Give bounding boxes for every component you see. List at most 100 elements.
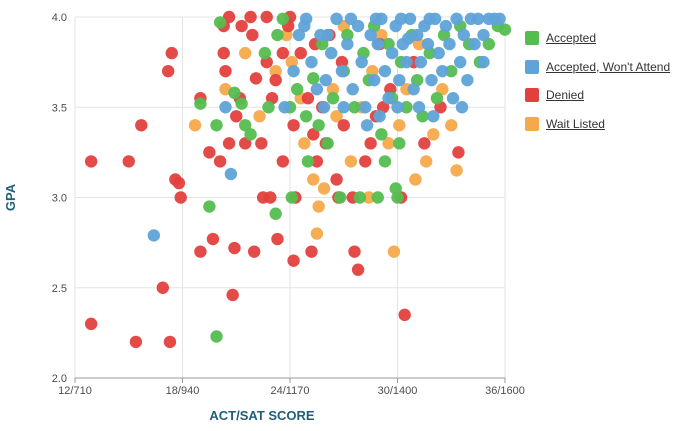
data-point — [423, 12, 436, 26]
data-point — [445, 119, 458, 132]
data-point — [217, 46, 230, 60]
data-point — [235, 97, 248, 110]
data-point — [276, 12, 290, 26]
data-point — [430, 92, 444, 105]
data-point — [364, 28, 377, 42]
data-point — [418, 137, 431, 150]
data-point — [135, 119, 148, 132]
data-point — [228, 86, 241, 100]
data-point — [294, 46, 307, 60]
data-point — [156, 281, 169, 294]
legend-item[interactable]: Accepted — [525, 30, 680, 46]
data-point — [255, 137, 268, 150]
data-point — [378, 64, 392, 78]
data-points — [84, 10, 512, 349]
data-point — [84, 317, 98, 331]
data-point — [249, 72, 263, 85]
data-point — [224, 167, 238, 181]
data-point — [285, 191, 298, 204]
data-point — [436, 83, 449, 96]
data-point — [147, 229, 161, 242]
legend-swatch — [525, 59, 539, 74]
y-tick-label: 4.0 — [52, 12, 67, 24]
y-tick-label: 3.5 — [52, 102, 67, 114]
data-point — [298, 137, 311, 150]
data-point — [194, 245, 207, 258]
data-point — [326, 92, 340, 105]
x-tick-label: 30/1400 — [378, 385, 418, 397]
legend-swatch — [525, 116, 539, 131]
data-point — [287, 64, 300, 78]
data-point — [239, 137, 252, 150]
data-point — [385, 46, 399, 60]
legend-label: Accepted, Won't Attend — [546, 59, 671, 74]
data-point — [228, 241, 241, 255]
data-point — [446, 92, 460, 105]
data-point — [213, 16, 227, 29]
data-point — [271, 28, 284, 42]
data-point — [400, 101, 413, 114]
data-point — [364, 137, 377, 150]
data-point — [278, 101, 291, 114]
data-point — [301, 155, 315, 168]
data-point — [222, 137, 236, 150]
legend-item[interactable]: Denied — [525, 87, 680, 103]
data-point — [258, 46, 272, 60]
data-point — [206, 232, 220, 246]
data-point — [312, 200, 325, 213]
data-point — [247, 245, 261, 258]
x-tick-label: 12/710 — [58, 385, 92, 397]
data-point — [213, 155, 227, 168]
data-point — [276, 155, 290, 168]
data-point — [471, 12, 485, 26]
data-point — [305, 55, 318, 69]
data-point — [355, 55, 368, 69]
data-point — [310, 83, 324, 96]
chart-legend: Accepted Accepted, Won't Attend Denied Wait… — [525, 30, 680, 144]
data-point — [375, 128, 388, 141]
data-point — [260, 10, 273, 24]
data-point — [414, 55, 427, 69]
data-point — [402, 32, 415, 45]
data-point — [269, 73, 282, 87]
data-point — [264, 191, 277, 204]
legend-label: Wait Listed — [546, 116, 605, 131]
data-point — [371, 191, 384, 204]
data-point — [172, 176, 186, 190]
data-point — [188, 119, 202, 132]
legend-item[interactable]: Accepted, Won't Attend — [525, 59, 680, 75]
data-point — [165, 46, 178, 60]
data-point — [239, 119, 252, 132]
data-point — [348, 245, 361, 258]
data-point — [174, 191, 187, 204]
data-point — [317, 101, 331, 114]
data-point — [194, 97, 207, 110]
data-point — [203, 146, 216, 159]
data-point — [235, 19, 248, 33]
data-point — [348, 101, 361, 114]
data-point — [325, 46, 338, 60]
data-point — [391, 101, 404, 114]
data-point — [461, 73, 474, 87]
legend-swatch — [525, 31, 539, 45]
data-point — [129, 335, 143, 349]
data-point — [299, 12, 313, 26]
data-point — [319, 73, 333, 87]
data-point — [403, 12, 417, 26]
data-point — [122, 155, 135, 168]
data-point — [307, 173, 320, 186]
data-point — [330, 173, 343, 186]
data-point — [419, 155, 433, 168]
data-point — [230, 110, 243, 123]
data-point — [454, 55, 467, 69]
data-point — [246, 28, 259, 42]
data-point — [344, 12, 358, 26]
data-point — [219, 101, 232, 114]
data-point — [337, 119, 350, 132]
data-point — [351, 263, 365, 276]
data-point — [450, 164, 463, 177]
data-point — [378, 155, 392, 168]
data-point — [432, 46, 445, 60]
legend-item[interactable]: Wait Listed — [525, 116, 680, 132]
data-point — [427, 128, 440, 141]
